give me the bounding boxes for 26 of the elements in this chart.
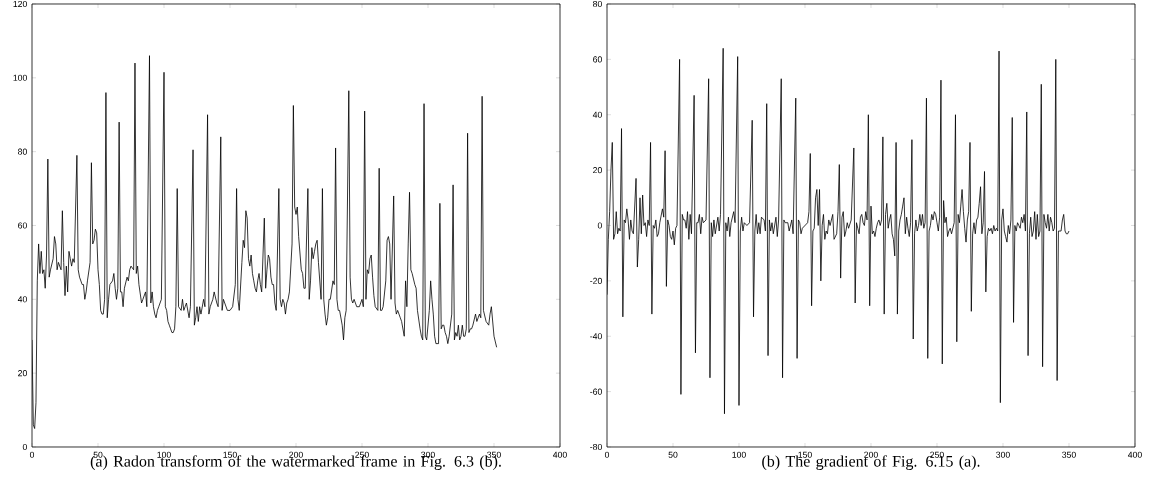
x-tick-label: 300 (996, 451, 1010, 458)
x-tick-label: 300 (421, 451, 435, 458)
x-tick-label: 250 (930, 451, 944, 458)
x-tick-label: 350 (1062, 451, 1076, 458)
x-tick-label: 400 (552, 451, 567, 458)
x-tick-label: 400 (1127, 451, 1142, 458)
x-tick-label: 0 (29, 451, 35, 458)
y-tick-label: -20 (590, 277, 602, 284)
y-tick-label: -80 (590, 443, 602, 451)
y-tick-label: -60 (590, 388, 602, 395)
x-tick-label: 0 (604, 451, 610, 458)
y-tick-label: 40 (592, 111, 602, 118)
x-tick-label: 100 (732, 451, 746, 458)
y-tick-label: 0 (597, 222, 602, 229)
y-tick-label: 80 (593, 0, 602, 8)
y-tick-label: 40 (17, 296, 27, 303)
y-tick-label: 20 (18, 370, 27, 377)
y-tick-label: 60 (593, 56, 602, 63)
y-tick-label: -40 (590, 333, 602, 340)
x-tick-label: 50 (668, 451, 678, 458)
y-tick-label: 120 (13, 0, 27, 8)
y-tick-label: 100 (13, 74, 27, 81)
y-tick-label: 20 (593, 167, 602, 174)
y-tick-label: 80 (18, 148, 27, 155)
y-tick-label: 0 (22, 443, 27, 451)
y-tick-label: 60 (18, 222, 27, 229)
